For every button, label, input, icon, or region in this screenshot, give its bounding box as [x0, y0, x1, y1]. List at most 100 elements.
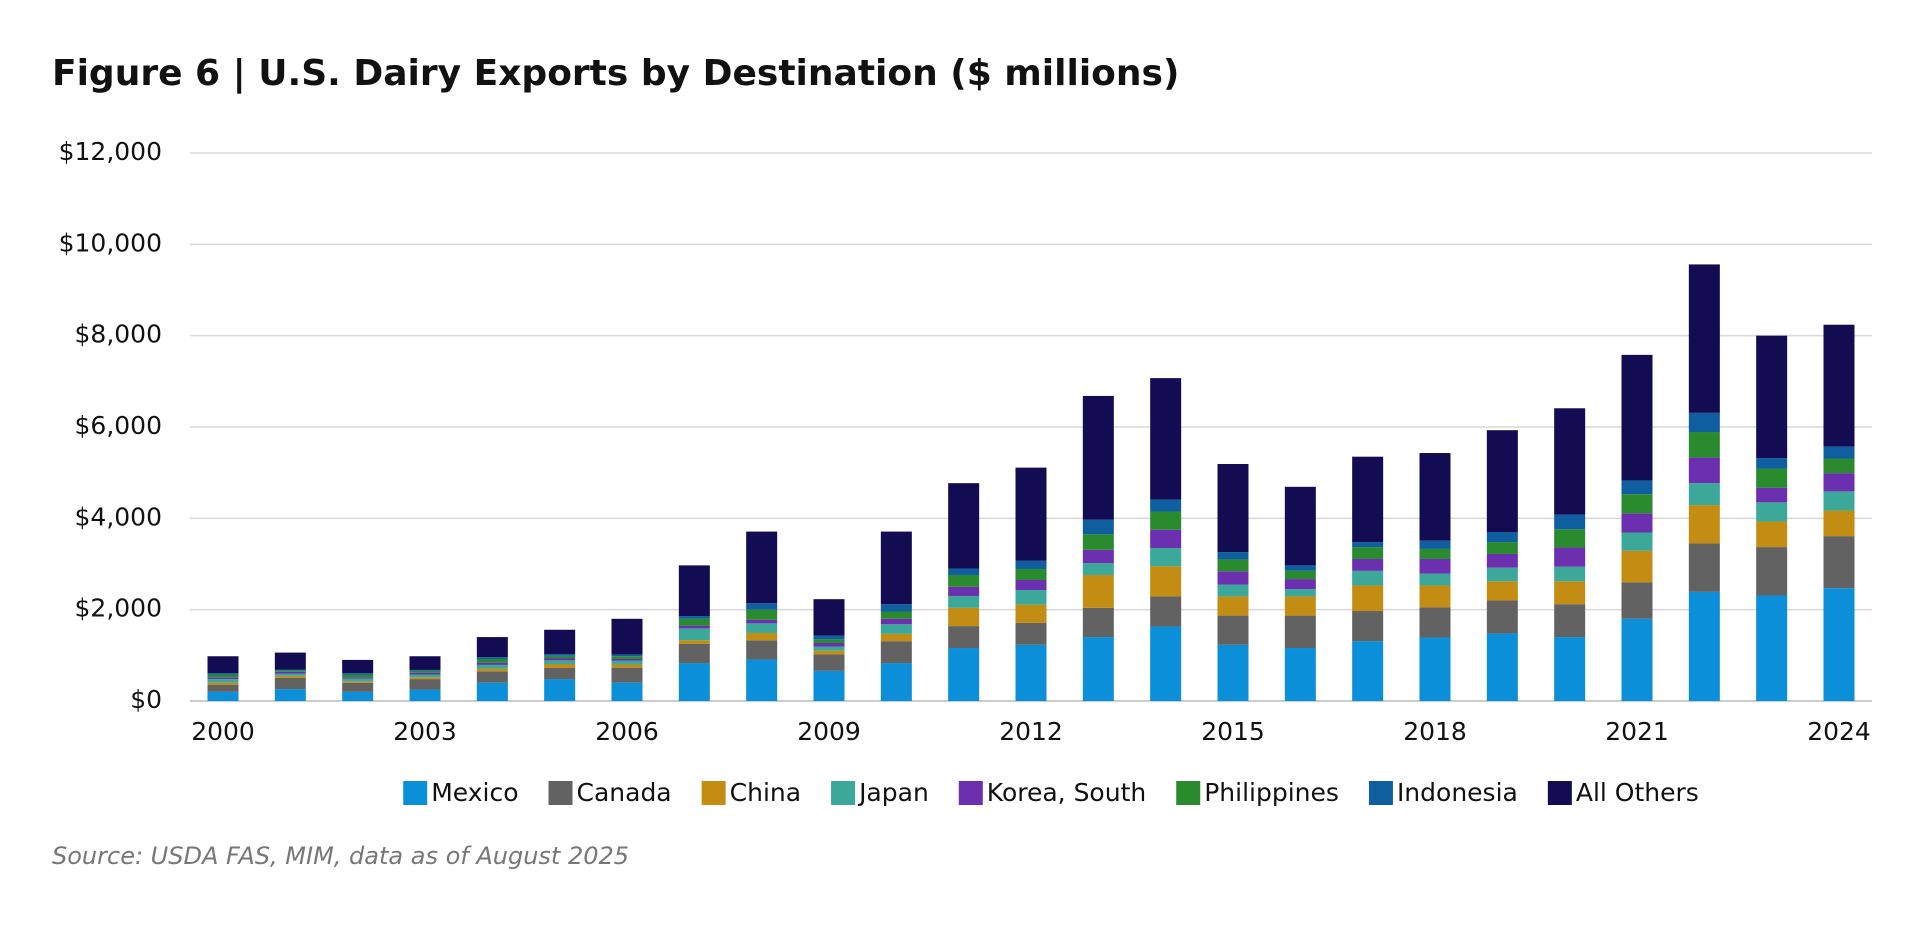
bar-segment	[1486, 600, 1518, 634]
bar-segment	[1284, 486, 1316, 566]
bar-segment	[1150, 529, 1182, 549]
bar-segment	[1486, 633, 1518, 701]
bar-segment	[813, 646, 845, 651]
y-tick-label: $4,000	[75, 502, 162, 531]
bar-segment	[1150, 499, 1182, 512]
bar-segment	[678, 565, 710, 617]
bar-segment	[1688, 457, 1720, 484]
bar-segment	[207, 674, 239, 678]
legend-label: All Others	[1576, 778, 1699, 807]
bar-segment	[880, 624, 912, 634]
bar-segment	[1688, 412, 1720, 433]
bar-segment	[1284, 565, 1316, 571]
bar-segment	[476, 671, 508, 683]
bar-segment	[1688, 432, 1720, 458]
bar-segment	[880, 531, 912, 605]
bar-segment	[342, 659, 374, 674]
bar-segment	[678, 663, 710, 701]
bar-segment	[342, 681, 374, 683]
legend-label: Canada	[577, 778, 672, 807]
bar-segment	[813, 643, 845, 647]
bar-segment	[611, 667, 643, 683]
bar-segment	[274, 670, 306, 672]
bar-segment	[207, 682, 239, 686]
bar-segment	[207, 656, 239, 674]
bar-segment	[1554, 637, 1586, 701]
bar-segment	[409, 674, 441, 678]
legend-label: Indonesia	[1397, 778, 1518, 807]
bar-segment	[1015, 604, 1047, 623]
bar-segment	[880, 611, 912, 619]
bar-segment	[746, 659, 778, 701]
y-tick-label: $12,000	[59, 137, 162, 166]
legend-label: Japan	[857, 778, 929, 807]
bar-segment	[544, 658, 576, 661]
x-tick-label: 2021	[1605, 717, 1669, 746]
bar-segment	[678, 625, 710, 629]
bar-segment	[1352, 641, 1384, 701]
bar-segment	[948, 568, 980, 575]
bar-segment	[1756, 547, 1788, 596]
legend-swatch	[403, 781, 428, 805]
bar-segment	[1554, 604, 1586, 638]
bar-segment	[1756, 335, 1788, 459]
legend-label: Mexico	[431, 778, 518, 807]
bar-segment	[274, 689, 306, 701]
bar-segment	[544, 664, 576, 668]
bar-segment	[880, 604, 912, 612]
bar-segment	[274, 673, 306, 676]
bar-segment	[813, 635, 845, 640]
bar-segment	[1015, 467, 1047, 561]
bar-segment	[274, 675, 306, 678]
bar-segment	[1486, 430, 1518, 533]
bar-segment	[1082, 574, 1114, 608]
bar-segment	[476, 668, 508, 672]
y-tick-label: $10,000	[59, 228, 162, 257]
bar-segment	[1082, 395, 1114, 520]
bar-segment	[1150, 566, 1182, 597]
bar-segment	[1352, 570, 1384, 586]
bar-segment	[813, 599, 845, 636]
bar-segment	[1823, 324, 1855, 447]
bar-segment	[1217, 596, 1249, 616]
bar-segment	[1621, 618, 1653, 701]
legend-label: Philippines	[1204, 778, 1339, 807]
bar-segment	[1621, 532, 1653, 551]
bar-segment	[1352, 611, 1384, 642]
bar-segment	[611, 682, 643, 701]
bar-segment	[1419, 558, 1451, 574]
y-tick-label: $6,000	[75, 411, 162, 440]
bar-segment	[409, 669, 441, 671]
bar-segment	[476, 662, 508, 665]
bar-segment	[544, 653, 576, 656]
bar-segment	[1015, 560, 1047, 570]
bar-segment	[1352, 456, 1384, 543]
bar-segment	[409, 677, 441, 680]
bar-segment	[476, 664, 508, 669]
bar-segment	[342, 691, 374, 701]
bar-segment	[1688, 264, 1720, 413]
x-tick-label: 2012	[999, 717, 1063, 746]
bar-segment	[274, 669, 306, 671]
bar-segment	[1621, 354, 1653, 481]
bar-segment	[1284, 615, 1316, 649]
bar-segment	[611, 664, 643, 668]
bar-segment	[1756, 521, 1788, 548]
bar-segment	[409, 689, 441, 701]
bar-segment	[1150, 626, 1182, 701]
bar-segment	[1756, 502, 1788, 522]
bar-segment	[948, 607, 980, 627]
bar-segment	[1015, 622, 1047, 645]
bar-segment	[1284, 570, 1316, 580]
bar-segment	[1150, 548, 1182, 567]
x-tick-label: 2009	[797, 717, 861, 746]
bar-segment	[880, 633, 912, 642]
bar-segment	[1486, 567, 1518, 582]
bar-segment	[1419, 573, 1451, 586]
bar-segment	[1419, 637, 1451, 701]
bar-segment	[544, 660, 576, 665]
bar-segment	[1284, 589, 1316, 597]
bar-segment	[1419, 548, 1451, 559]
